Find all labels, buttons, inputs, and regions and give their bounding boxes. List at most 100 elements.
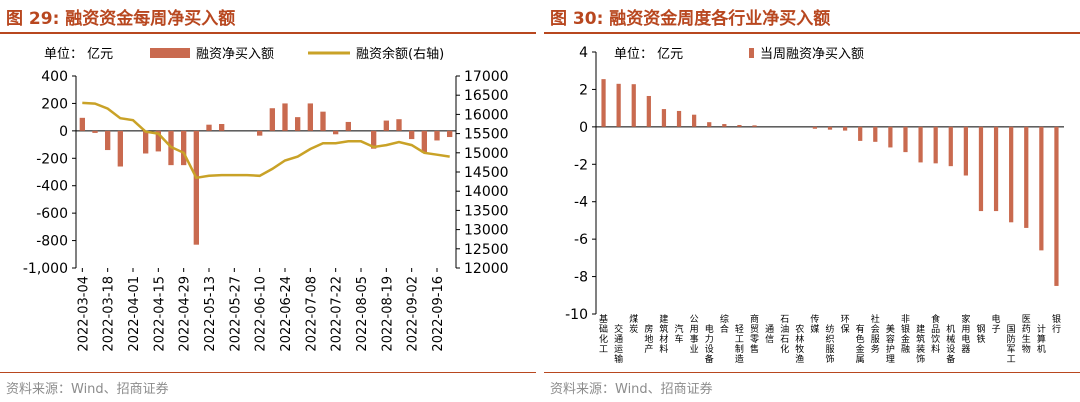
right-bar <box>1054 126 1059 286</box>
left-y2-tick-label: 15500 <box>464 127 509 143</box>
left-bar <box>320 111 326 131</box>
right-bar <box>646 95 651 127</box>
right-category-label: 石油石化 <box>780 315 789 355</box>
right-unit-label: 单位： 亿元 <box>614 47 683 62</box>
right-bar <box>812 126 818 129</box>
right-category-label: 电力设备 <box>705 323 714 365</box>
right-title-rule <box>544 32 1080 34</box>
left-unit-label: 单位： 亿元 <box>44 47 113 62</box>
left-bar <box>105 130 111 151</box>
right-bar <box>1039 126 1044 251</box>
right-category-label: 传媒 <box>810 313 819 335</box>
right-bar <box>978 126 984 212</box>
left-bar <box>155 130 161 152</box>
right-bar <box>842 126 848 131</box>
right-bar <box>692 114 697 127</box>
right-bar <box>827 126 833 130</box>
left-y-tick-label: -200 <box>36 151 68 167</box>
right-panel: 图 30: 融资资金周度各行业净买入额 单位： 亿元 当周融资净买入额 4 2 0 -2 -… <box>544 0 1080 402</box>
left-chart: 单位： 亿元 融资净买入额 融资余额(右轴) 400 200 0 -200 -400 -600 -… <box>23 46 509 352</box>
right-category-label: 煤炭 <box>629 313 638 335</box>
left-x-tick-label: 2022-06-10 <box>254 276 269 352</box>
right-category-label: 计算机 <box>1037 323 1046 355</box>
right-y-tick-label: -10 <box>565 307 588 323</box>
right-bar <box>676 110 682 127</box>
right-category-label: 银行 <box>1052 313 1061 335</box>
left-x-tick-label: 2022-07-08 <box>304 276 319 352</box>
left-y-tick-label: -400 <box>36 179 68 195</box>
right-bar <box>888 126 893 148</box>
left-x-tick-label: 2022-06-24 <box>279 276 294 352</box>
left-x-tick-label: 2022-03-18 <box>102 276 117 352</box>
left-legend-line-label: 融资余额(右轴) <box>356 46 444 62</box>
right-bar <box>752 125 757 127</box>
left-bar <box>396 119 402 131</box>
left-bar <box>143 130 149 154</box>
right-bar <box>601 79 606 127</box>
right-category-label: 建筑材料 <box>659 313 668 355</box>
left-bar <box>345 121 351 131</box>
right-bar <box>737 124 742 127</box>
left-x-tick-label: 2022-03-04 <box>76 276 91 352</box>
right-category-label: 有色金属 <box>856 323 865 365</box>
right-y-tick-label: -2 <box>574 157 588 173</box>
right-bar <box>918 126 923 163</box>
left-bar <box>421 130 427 153</box>
left-bar <box>371 130 377 149</box>
left-y2-tick-label: 14000 <box>464 184 509 200</box>
right-y-tick-label: -8 <box>574 270 588 286</box>
right-bar <box>616 83 621 127</box>
left-bar <box>193 130 199 245</box>
right-category-label: 基础化工 <box>599 313 608 355</box>
left-bar <box>206 124 212 131</box>
left-bar <box>219 124 225 131</box>
right-bar <box>933 126 938 164</box>
left-source: 资料来源：Wind、招商证券 <box>6 382 169 397</box>
right-bar <box>1024 126 1029 228</box>
right-source: 资料来源：Wind、招商证券 <box>550 382 713 397</box>
right-source-rule <box>544 372 1080 373</box>
left-bar <box>295 117 301 131</box>
left-y-tick-label: 0 <box>59 124 68 140</box>
right-y-tick-label: -4 <box>574 195 588 211</box>
left-y-tick-label: 200 <box>41 96 68 112</box>
left-x-tick-label: 2022-07-22 <box>330 276 345 352</box>
left-x-tick-label: 2022-09-02 <box>406 276 421 352</box>
left-bar <box>269 108 275 131</box>
right-figure-title: 图 30: 融资资金周度各行业净买入额 <box>550 9 831 29</box>
right-category-label: 美容护理 <box>886 323 895 365</box>
left-x-tick-label: 2022-04-15 <box>152 276 167 352</box>
left-y2-tick-label: 12000 <box>464 261 509 277</box>
left-bar <box>282 103 288 131</box>
right-bar <box>661 109 667 127</box>
left-bar <box>117 130 123 167</box>
left-y-tick-label: -1,000 <box>23 261 68 277</box>
right-bar <box>903 126 908 153</box>
left-y2-tick-label: 17000 <box>464 69 509 85</box>
left-y2-tick-label: 16500 <box>464 88 509 104</box>
right-category-label: 纺织服饰 <box>825 323 834 365</box>
left-y-tick-label: -600 <box>36 206 68 222</box>
right-category-label: 社会服务 <box>871 313 880 355</box>
right-category-label: 非银金融 <box>901 313 910 355</box>
left-y2-tick-label: 16000 <box>464 107 509 123</box>
right-category-label: 农林牧渔 <box>795 323 804 365</box>
left-x-tick-label: 2022-05-27 <box>228 276 243 352</box>
right-category-label: 商贸零售 <box>750 313 759 355</box>
right-bar <box>858 126 863 141</box>
right-bar <box>873 126 878 142</box>
right-bar <box>722 124 727 127</box>
right-category-label: 通信 <box>765 324 774 345</box>
right-legend-label: 当周融资净买入额 <box>760 47 864 62</box>
left-bar <box>181 130 187 166</box>
left-balance-line <box>82 101 450 180</box>
right-bar <box>631 84 636 127</box>
right-bar <box>993 126 999 212</box>
right-category-label: 食品饮料 <box>931 313 940 355</box>
left-source-rule <box>0 372 536 373</box>
left-title-rule <box>0 32 536 34</box>
right-y-tick-label: -6 <box>574 232 588 248</box>
right-y-tick-label: 2 <box>579 82 588 98</box>
right-category-label: 钢铁 <box>976 323 985 345</box>
left-y-tick-label: -800 <box>36 234 68 250</box>
